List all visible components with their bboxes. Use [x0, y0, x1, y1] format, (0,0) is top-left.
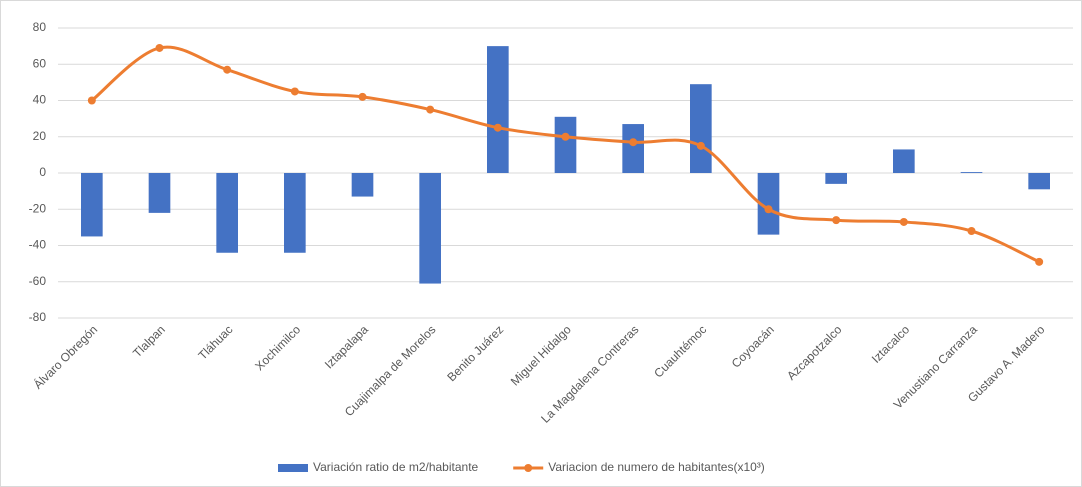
- bar: [554, 116, 577, 173]
- bar: [757, 173, 780, 235]
- marker: [87, 96, 96, 105]
- marker: [764, 205, 773, 214]
- y-tick-label: -40: [29, 238, 47, 252]
- bar: [419, 173, 441, 284]
- marker: [561, 132, 570, 141]
- marker: [696, 141, 705, 150]
- marker: [223, 65, 232, 74]
- y-tick-label: 40: [33, 93, 47, 107]
- marker: [629, 138, 638, 147]
- marker: [155, 43, 164, 52]
- bar: [622, 124, 644, 173]
- y-tick-label: -60: [29, 274, 47, 288]
- bar: [148, 173, 171, 213]
- marker: [832, 216, 841, 225]
- bar: [216, 173, 238, 253]
- legend-marker: [524, 464, 533, 472]
- y-tick-label: 60: [33, 56, 47, 70]
- legend-label: Variación ratio de m2/habitante: [313, 460, 479, 474]
- bar: [81, 173, 103, 237]
- marker: [493, 123, 502, 132]
- bar: [893, 149, 915, 173]
- bar: [351, 173, 374, 197]
- marker: [358, 92, 367, 101]
- y-tick-label: -80: [29, 310, 47, 324]
- bar: [284, 173, 306, 253]
- marker: [1035, 257, 1044, 266]
- bar: [487, 46, 509, 173]
- bar: [690, 84, 712, 173]
- marker: [426, 105, 435, 114]
- legend-label: Variacion de numero de habitantes(x10³): [548, 460, 765, 474]
- bar: [1028, 173, 1050, 190]
- bar: [960, 172, 983, 173]
- marker: [290, 87, 299, 96]
- marker: [967, 227, 976, 235]
- y-tick-label: -20: [29, 201, 47, 215]
- legend-swatch: [278, 464, 308, 472]
- y-tick-label: 20: [33, 129, 47, 143]
- y-tick-label: 0: [39, 165, 46, 179]
- y-tick-label: 80: [33, 20, 47, 34]
- bar: [825, 173, 847, 184]
- marker: [899, 217, 908, 226]
